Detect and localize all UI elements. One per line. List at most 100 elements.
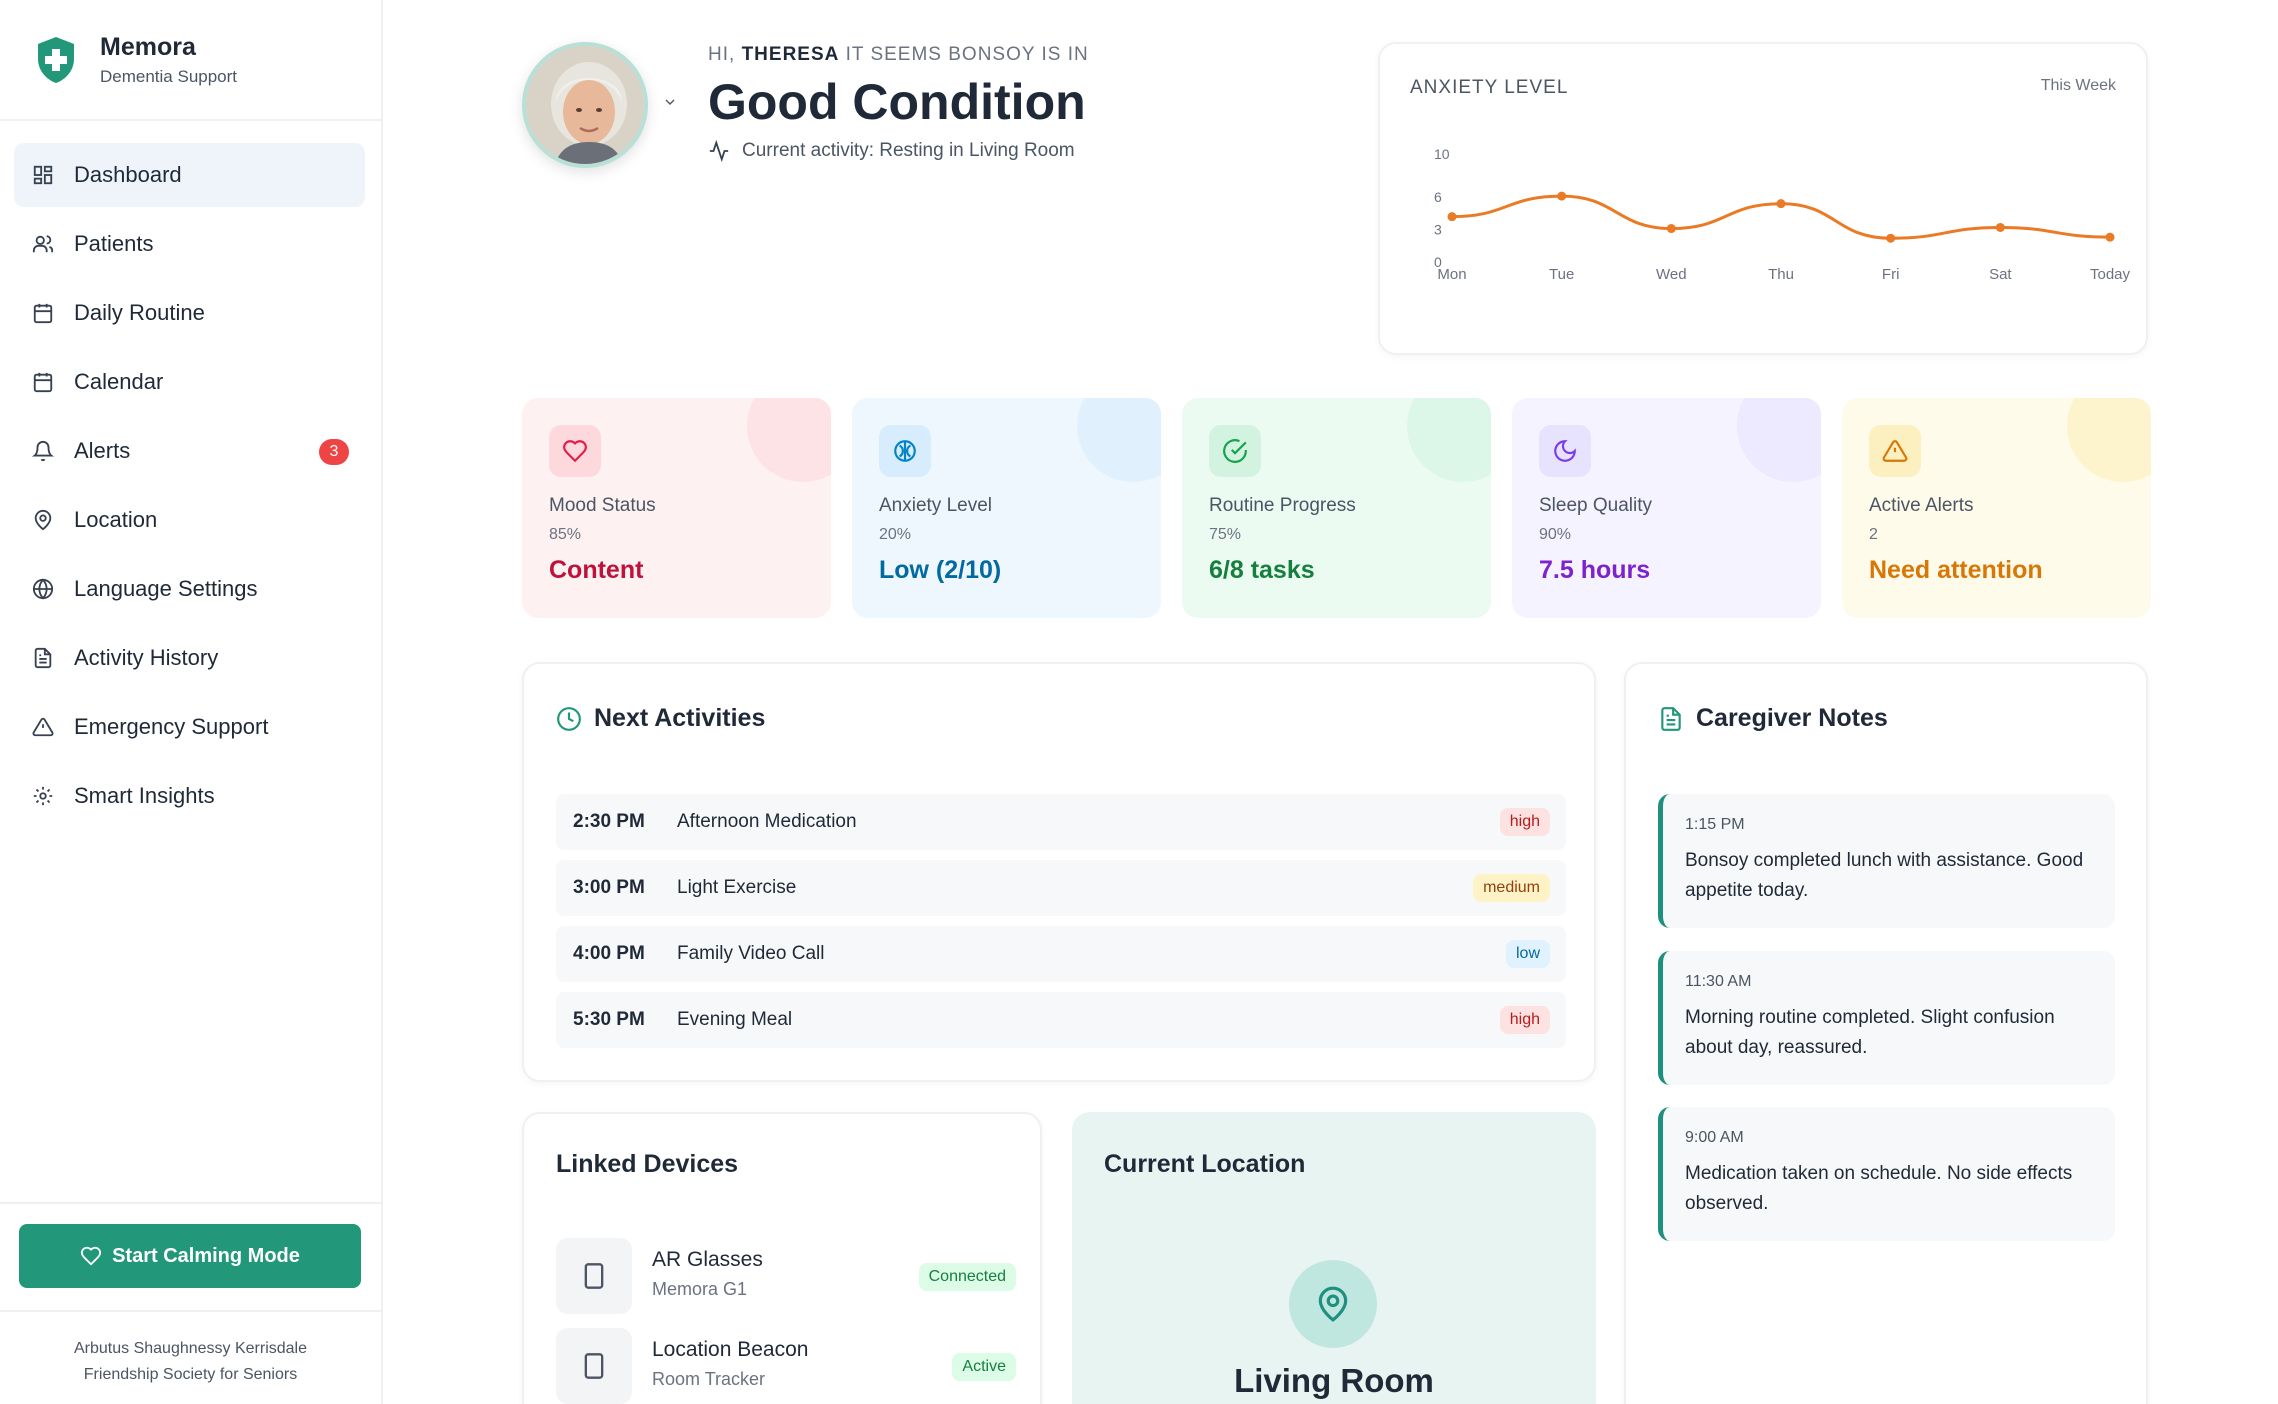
sidebar-item-smart-insights[interactable]: Smart Insights: [14, 764, 365, 828]
sidebar-item-dashboard[interactable]: Dashboard: [14, 143, 365, 207]
grid-icon: [33, 165, 53, 185]
alert-triangle-icon: [1882, 440, 1908, 462]
sidebar-item-language-settings[interactable]: Language Settings: [14, 557, 365, 621]
avatar-portrait: [526, 46, 644, 164]
tablet-icon: [584, 1263, 604, 1289]
settings-icon: [33, 786, 53, 806]
activity-time: 4:00 PM: [573, 943, 645, 964]
card-title-text: Caregiver Notes: [1696, 704, 1888, 732]
greeting-user: THERESA: [741, 44, 840, 65]
sidebar-item-label: Dashboard: [74, 162, 182, 187]
device-status-badge: Connected: [918, 1263, 1016, 1291]
stat-label: Mood Status: [549, 495, 656, 516]
bell-icon: [32, 441, 54, 462]
alert-triangle-icon: [32, 717, 54, 737]
sidebar: Memora Dementia Support Dashboard Patien…: [0, 0, 383, 1404]
stat-percent: 2: [1869, 526, 1878, 543]
activity-row[interactable]: 2:30 PM Afternoon Medication high: [556, 794, 1566, 850]
device-item[interactable]: Location Beacon Room Tracker Active: [556, 1328, 1016, 1404]
calendar-days-icon: [33, 372, 53, 393]
sidebar-item-emergency-support[interactable]: Emergency Support: [14, 695, 365, 759]
device-status-badge: Active: [952, 1353, 1016, 1381]
y-tick-label: 6: [1434, 189, 1442, 205]
current-location-card[interactable]: Current Location Living Room: [1072, 1112, 1596, 1404]
chart-title: ANXIETY LEVEL: [1410, 77, 1569, 98]
moon-icon: [1554, 440, 1576, 462]
start-calming-mode-button[interactable]: Start Calming Mode: [19, 1224, 361, 1288]
greeting-prefix: HI,: [708, 44, 736, 65]
sidebar-footer: Start Calming Mode Arbutus Shaughnessy K…: [0, 1202, 381, 1404]
caregiver-note: 11:30 AM Morning routine completed. Slig…: [1658, 951, 2115, 1085]
card-decoration: [1407, 398, 1491, 482]
active-alerts-card[interactable]: Active Alerts 2 Need attention: [1842, 398, 2151, 618]
calm-button-label: Start Calming Mode: [112, 1244, 300, 1267]
sidebar-item-calendar[interactable]: Calendar: [14, 350, 365, 414]
activity-row[interactable]: 5:30 PM Evening Meal high: [556, 992, 1566, 1048]
device-icon-box: [556, 1238, 632, 1314]
clock-icon: [557, 706, 581, 731]
stat-percent: 90%: [1539, 526, 1572, 543]
activity-time: 3:00 PM: [573, 877, 645, 898]
note-time: 1:15 PM: [1685, 816, 1745, 833]
routine-progress-card[interactable]: Routine Progress 75% 6/8 tasks: [1182, 398, 1491, 618]
sidebar-item-daily-routine[interactable]: Daily Routine: [14, 281, 365, 345]
activity-row[interactable]: 4:00 PM Family Video Call low: [556, 926, 1566, 982]
card-decoration: [1077, 398, 1161, 482]
sidebar-item-label: Emergency Support: [74, 714, 269, 739]
brand-subtitle: Dementia Support: [100, 66, 238, 86]
card-icon-box: [549, 425, 601, 477]
note-time: 11:30 AM: [1685, 973, 1752, 990]
priority-badge: medium: [1473, 874, 1550, 902]
device-item[interactable]: AR Glasses Memora G1 Connected: [556, 1238, 1016, 1314]
stat-label: Active Alerts: [1869, 495, 1974, 516]
chevron-down-icon[interactable]: [662, 94, 678, 110]
x-tick-label: Tue: [1549, 266, 1574, 283]
chart-period-selector[interactable]: This Week: [2040, 77, 2116, 94]
data-point: [1776, 199, 1786, 209]
note-text: Morning routine completed. Slight confus…: [1685, 1007, 2055, 1058]
activity-name: Afternoon Medication: [677, 811, 857, 832]
linked-devices-title: Linked Devices: [556, 1150, 739, 1178]
mood-status-card[interactable]: Mood Status 85% Content: [522, 398, 831, 618]
nav-menu: Dashboard Patients Daily Routine Calenda…: [0, 121, 381, 828]
stat-label: Anxiety Level: [879, 495, 993, 516]
patient-avatar[interactable]: [522, 42, 648, 168]
sidebar-item-patients[interactable]: Patients: [14, 212, 365, 276]
sidebar-item-alerts[interactable]: Alerts 3: [14, 419, 365, 483]
x-tick-label: Wed: [1656, 266, 1687, 283]
data-point: [1557, 191, 1567, 201]
globe-icon: [32, 578, 54, 600]
org-line-1: Arbutus Shaughnessy Kerrisdale: [73, 1340, 308, 1357]
x-tick-label: Fri: [1882, 266, 1900, 283]
caregiver-notes-title: Caregiver Notes: [1658, 704, 1888, 733]
users-icon: [32, 235, 54, 253]
brand[interactable]: Memora Dementia Support: [0, 0, 381, 121]
stat-label: Routine Progress: [1209, 495, 1356, 516]
card-title-text: Next Activities: [594, 704, 766, 732]
anxiety-level-card[interactable]: Anxiety Level 20% Low (2/10): [852, 398, 1161, 618]
stat-label: Sleep Quality: [1539, 495, 1653, 516]
data-point: [1886, 233, 1896, 243]
sidebar-item-activity-history[interactable]: Activity History: [14, 626, 365, 690]
x-tick-label: Today: [2090, 266, 2131, 283]
sidebar-item-location[interactable]: Location: [14, 488, 365, 552]
stat-value: 6/8 tasks: [1209, 556, 1315, 584]
x-tick-label: Thu: [1768, 266, 1794, 283]
caregiver-note: 1:15 PM Bonsoy completed lunch with assi…: [1658, 794, 2115, 928]
note-text: Bonsoy completed lunch with assistance. …: [1685, 850, 2084, 901]
tablet-icon: [584, 1353, 604, 1379]
device-name: AR Glasses: [652, 1248, 763, 1271]
activity-name: Family Video Call: [677, 943, 825, 964]
sidebar-item-label: Location: [74, 507, 158, 532]
y-tick-label: 0: [1434, 254, 1442, 270]
sleep-quality-card[interactable]: Sleep Quality 90% 7.5 hours: [1512, 398, 1821, 618]
note-time: 9:00 AM: [1685, 1129, 1744, 1146]
activity-row[interactable]: 3:00 PM Light Exercise medium: [556, 860, 1566, 916]
greeting: HI, THERESA IT SEEMS BONSOY IS IN: [708, 44, 1089, 66]
activity-time: 2:30 PM: [573, 811, 645, 832]
stat-value: 7.5 hours: [1539, 556, 1651, 584]
x-tick-label: Sat: [1989, 266, 2012, 283]
y-tick-label: 10: [1434, 146, 1450, 162]
stat-percent: 85%: [549, 526, 582, 543]
x-tick-label: Mon: [1437, 266, 1466, 283]
